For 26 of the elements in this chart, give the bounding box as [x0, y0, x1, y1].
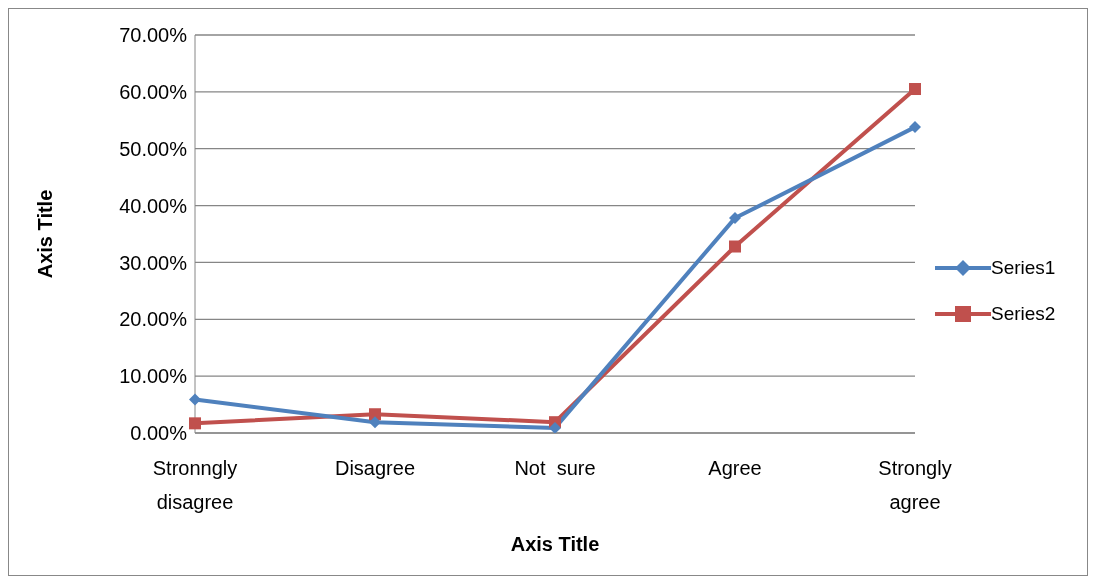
x-axis-title: Axis Title [510, 533, 600, 555]
x-tick-label: Stronngly disagree [152, 457, 238, 513]
point [189, 417, 201, 430]
y-tick-label: 0.00% [130, 422, 188, 445]
y-tick-label: 10.00% [119, 365, 188, 388]
y-tick-label: 50.00% [119, 137, 188, 160]
legend-label: Series1 [991, 257, 1056, 279]
point [909, 121, 921, 134]
point [189, 393, 201, 406]
y-tick-label: 70.00% [119, 24, 188, 47]
point [729, 212, 741, 225]
x-tick-label: Strongly agree [878, 457, 952, 513]
y-tick-label: 40.00% [119, 194, 188, 217]
x-tick-label: Disagree [334, 457, 416, 479]
point [369, 408, 381, 421]
legend-label: Series2 [991, 303, 1056, 325]
point [729, 240, 741, 253]
y-tick-label: 60.00% [119, 80, 188, 103]
y-axis-title: Axis Title [34, 189, 57, 279]
y-tick-label: 30.00% [119, 251, 188, 274]
x-tick-label: Agree [708, 457, 762, 479]
point [549, 421, 561, 433]
point [909, 83, 921, 96]
y-tick-label: 20.00% [119, 308, 188, 331]
x-tick-label: Not sure [514, 457, 596, 479]
point [369, 416, 381, 429]
